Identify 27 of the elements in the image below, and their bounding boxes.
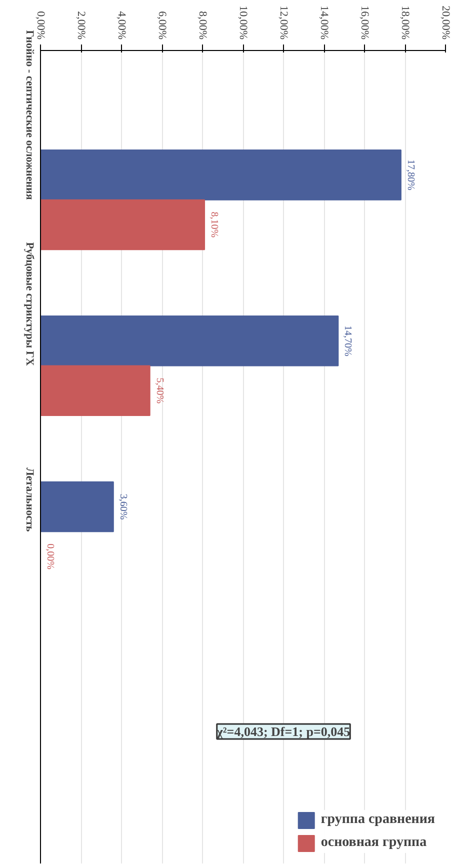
x-tick-label: 6,00%	[156, 11, 168, 40]
x-tick-label: 20,00%	[440, 6, 452, 40]
bar	[40, 315, 339, 366]
x-tick-label: 2,00%	[75, 11, 87, 40]
y-tick-label: Летальность	[24, 468, 36, 532]
bar	[40, 481, 114, 532]
legend-label: группа сравнения	[320, 812, 435, 828]
x-tick-label: 0,00%	[34, 11, 46, 40]
data-label: 17,80%	[404, 160, 416, 190]
y-tick-label: Гнойно - септические осложнения	[24, 30, 36, 200]
data-label: 0,00%	[44, 544, 56, 570]
x-tick-label: 16,00%	[358, 6, 370, 40]
x-tick-label: 12,00%	[278, 6, 290, 40]
x-tick-label: 4,00%	[116, 11, 128, 40]
legend-label: основная группа	[320, 835, 427, 851]
y-tick-label: Рубцовые стриктуры ГХ	[24, 242, 36, 366]
data-label: 14,70%	[342, 325, 354, 356]
data-label: 3,60%	[117, 494, 128, 520]
x-tick-label: 10,00%	[237, 6, 249, 40]
data-label: 5,40%	[154, 378, 165, 404]
bar	[40, 199, 206, 250]
bar	[40, 365, 150, 416]
x-tick-label: 14,00%	[318, 6, 330, 40]
x-tick-label: 18,00%	[399, 6, 411, 40]
x-tick-label: 8,00%	[196, 11, 208, 40]
data-label: 8,10%	[208, 212, 220, 238]
bar	[40, 150, 402, 200]
